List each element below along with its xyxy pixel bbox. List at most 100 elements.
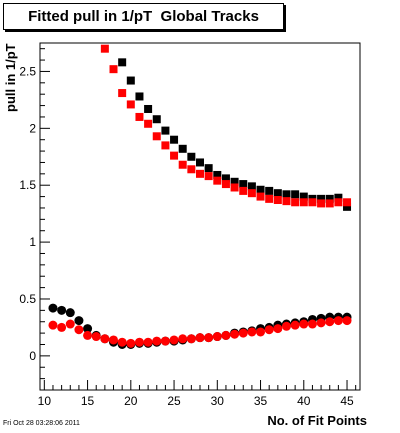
data-point [281, 321, 291, 331]
data-point [144, 104, 153, 113]
x-tick-label: 20 [124, 394, 138, 408]
data-point [247, 327, 257, 337]
data-point [308, 198, 317, 207]
data-point [273, 196, 282, 205]
data-point [325, 317, 335, 327]
data-point [299, 319, 309, 329]
data-point [212, 332, 222, 342]
data-point [204, 172, 213, 181]
data-point [160, 336, 170, 346]
data-point [161, 126, 170, 135]
data-point [334, 198, 343, 207]
data-point [343, 202, 352, 211]
data-point [152, 336, 162, 346]
data-point [135, 112, 144, 121]
data-point [143, 337, 153, 347]
data-point [213, 170, 222, 179]
data-point [74, 325, 84, 335]
data-point [169, 335, 179, 345]
data-point [178, 144, 187, 153]
data-point [273, 324, 283, 334]
data-point [316, 318, 326, 328]
data-point [144, 119, 153, 128]
y-tick-label: 2.5 [19, 64, 36, 78]
data-point [195, 333, 205, 343]
data-point [161, 141, 170, 150]
timestamp: Fri Oct 28 03:28:06 2011 [3, 420, 80, 427]
data-point [265, 186, 274, 195]
data-point [126, 100, 135, 109]
data-point [48, 303, 58, 313]
data-point [178, 334, 188, 344]
data-point [134, 337, 144, 347]
data-point [65, 319, 75, 329]
data-point [74, 316, 84, 326]
data-point [307, 319, 317, 329]
data-point [126, 338, 136, 348]
data-point [187, 165, 196, 174]
y-tick-label: 1 [29, 235, 36, 249]
y-tick-label: 0.5 [19, 292, 36, 306]
data-point [239, 180, 248, 189]
data-point [100, 44, 109, 53]
data-point [196, 158, 204, 167]
x-tick-label: 35 [254, 394, 268, 408]
data-point [196, 169, 204, 178]
data-point [170, 151, 179, 160]
data-point [178, 160, 187, 169]
data-point [221, 174, 230, 183]
data-point [239, 186, 248, 195]
data-point [265, 194, 274, 203]
data-point [291, 198, 300, 207]
data-point [118, 58, 127, 67]
y-tick-label: 1.5 [19, 178, 36, 192]
data-point [213, 176, 222, 185]
x-tick-label: 10 [38, 394, 52, 408]
data-point [334, 193, 343, 202]
data-point [100, 334, 110, 344]
data-point [91, 332, 101, 342]
data-point [204, 164, 213, 173]
data-point [291, 190, 300, 199]
data-point [299, 198, 308, 207]
data-point [282, 197, 291, 206]
data-point [57, 322, 67, 332]
x-tick-label: 25 [167, 394, 181, 408]
data-point [238, 328, 248, 338]
data-point [135, 92, 144, 101]
data-point [126, 76, 135, 85]
data-point [342, 316, 352, 326]
data-point [152, 132, 161, 141]
chart-title: Fitted pull in 1/pT Global Tracks [3, 3, 284, 30]
data-point [256, 185, 265, 194]
data-point [83, 324, 93, 334]
x-tick-label: 40 [297, 394, 311, 408]
data-point [290, 320, 300, 330]
data-point [170, 135, 179, 144]
data-point [282, 190, 291, 199]
y-tick-label: 0 [29, 349, 36, 363]
data-point [325, 199, 334, 208]
data-point [48, 320, 58, 330]
data-point [230, 177, 239, 186]
y-tick-label: 2 [29, 121, 36, 135]
data-point [333, 316, 343, 326]
data-point [204, 333, 214, 343]
data-point [152, 115, 161, 124]
data-point [317, 199, 326, 208]
data-point [299, 192, 308, 201]
data-point [230, 183, 239, 192]
x-tick-label: 15 [81, 394, 95, 408]
data-point [83, 330, 93, 340]
data-point [221, 330, 231, 340]
data-point [186, 334, 196, 344]
data-point [65, 308, 75, 318]
data-point [247, 182, 256, 191]
data-point [109, 65, 118, 74]
data-point [325, 194, 334, 203]
data-point [247, 189, 256, 198]
x-tick-label: 45 [340, 394, 354, 408]
x-tick-label: 30 [211, 394, 225, 408]
data-point [187, 152, 196, 161]
